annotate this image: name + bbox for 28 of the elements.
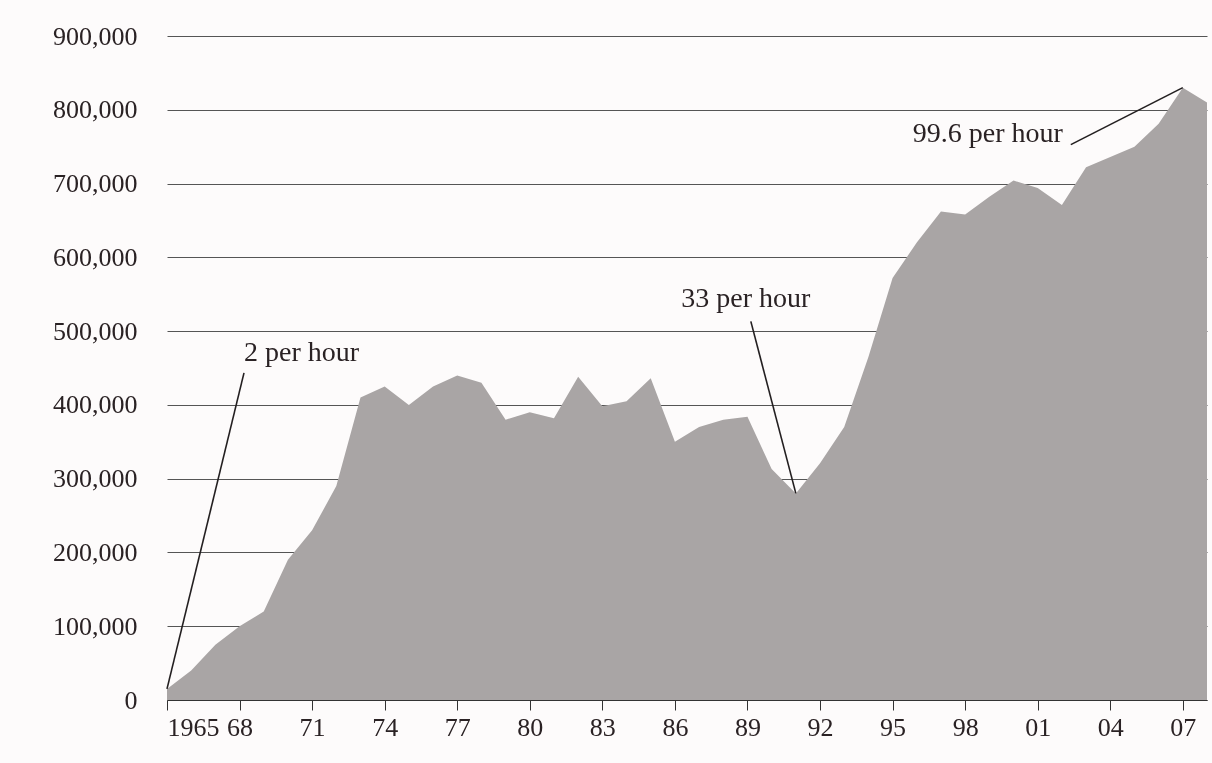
annotation: 2 per hour: [244, 335, 360, 367]
x-tick-label: 1965: [167, 712, 220, 742]
x-tick-label: 86: [662, 712, 689, 742]
x-tick-label: 98: [952, 712, 979, 742]
y-tick-label: 800,000: [53, 95, 138, 125]
y-tick-label: 0: [124, 685, 138, 715]
y-tick-label: 400,000: [53, 390, 138, 420]
y-tick-label: 200,000: [53, 537, 138, 567]
y-tick-label: 600,000: [53, 242, 138, 272]
x-tick-label: 80: [517, 712, 544, 742]
x-tick-label: 95: [880, 712, 907, 742]
x-tick-label: 04: [1097, 712, 1124, 742]
x-tick-label: 74: [372, 712, 399, 742]
x-tick-label: 77: [444, 712, 471, 742]
x-tick-label: 68: [227, 712, 254, 742]
x-tick-label: 92: [807, 712, 834, 742]
y-tick-label: 900,000: [53, 21, 138, 51]
x-tick-label: 89: [734, 712, 761, 742]
x-tick-label: 71: [299, 712, 326, 742]
y-tick-label: 300,000: [53, 464, 138, 494]
x-tick-label: 07: [1170, 712, 1197, 742]
annotation: 99.6 per hour: [912, 116, 1064, 148]
x-tick-label: 01: [1025, 712, 1052, 742]
annotation: 33 per hour: [681, 282, 812, 314]
y-tick-label: 700,000: [53, 169, 138, 199]
x-tick-label: 83: [589, 712, 616, 742]
y-tick-label: 500,000: [53, 316, 138, 346]
y-tick-label: 100,000: [53, 611, 138, 641]
